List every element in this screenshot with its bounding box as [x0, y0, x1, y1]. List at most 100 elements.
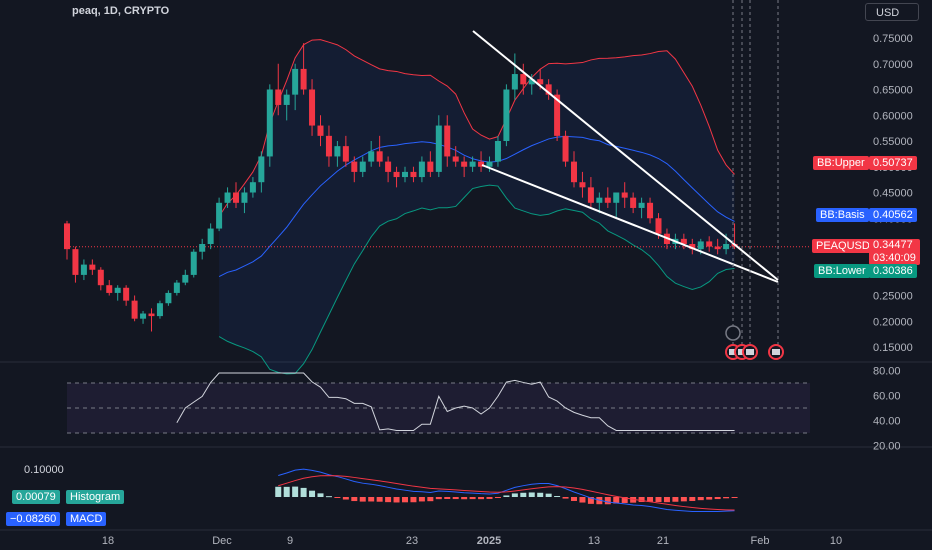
macd-histogram-bar: [528, 492, 535, 497]
flag-icon: [729, 349, 737, 355]
macd-histogram-bar: [309, 490, 316, 497]
candle-body: [359, 161, 366, 172]
candle-body: [258, 156, 265, 183]
macd-histogram-bar: [680, 497, 687, 502]
macd-histogram-bar: [562, 497, 569, 499]
lightning-icon: [725, 325, 741, 341]
macd-histogram-bar: [461, 497, 468, 500]
candle-body: [342, 146, 349, 162]
macd-histogram-bar: [427, 497, 434, 502]
candle-body: [680, 238, 687, 244]
macd-histogram-bar: [317, 493, 324, 497]
candle-body: [537, 79, 544, 85]
bb-upper-label: BB:Upper: [817, 157, 865, 169]
macd-line: [278, 468, 735, 513]
candle-body: [376, 151, 383, 162]
candle-body: [613, 192, 620, 203]
macd-histogram-bar: [342, 497, 349, 500]
candle-body: [402, 171, 408, 178]
macd-histogram-bar: [655, 497, 662, 502]
macd-histogram-bar: [630, 497, 637, 503]
candle-body: [275, 89, 282, 105]
macd-histogram-bar: [672, 497, 679, 502]
macd-signal-line: [278, 475, 735, 511]
candle-body: [638, 202, 645, 208]
macd-histogram-bar: [300, 487, 307, 497]
candle-body: [233, 192, 239, 203]
price-symbol-label: PEAQUSD: [816, 240, 870, 252]
macd-histogram-bar: [385, 497, 392, 503]
price-countdown: 03:40:09: [873, 252, 916, 264]
candle-body: [655, 218, 662, 234]
candle-body: [325, 135, 332, 157]
candle-body: [714, 246, 721, 250]
macd-histogram-bar: [621, 497, 628, 503]
candle-body: [385, 161, 392, 172]
candle-body: [452, 156, 459, 162]
candle-body: [165, 292, 172, 304]
candle-body: [554, 94, 561, 136]
histogram-label-tag: Histogram: [66, 490, 125, 504]
bb-basis-value: 0.40562: [869, 208, 917, 222]
candle-body: [587, 187, 594, 203]
trendline-upper: [472, 30, 779, 281]
time-axis-label: 23: [406, 535, 418, 547]
macd-histogram-bar: [638, 497, 645, 502]
macd-histogram-bar: [402, 497, 408, 503]
candle-body: [368, 151, 375, 162]
candle-body: [123, 287, 130, 301]
time-axis-label: 21: [657, 535, 669, 547]
candle-body: [249, 182, 256, 193]
candle-body: [300, 68, 307, 90]
macd-histogram-bar: [537, 492, 544, 497]
candle-body: [393, 171, 400, 178]
candle-body: [410, 171, 417, 178]
bb-upper-line: [218, 39, 735, 217]
price-axis-label: 0.60000: [873, 110, 913, 122]
currency-selector[interactable]: USD: [865, 3, 919, 21]
macd-histogram-bar: [393, 497, 400, 503]
bb-lower-tag: BB:Lower: [814, 264, 870, 278]
macd-histogram-bar: [723, 497, 730, 499]
macd-histogram-bar: [452, 497, 459, 500]
price-value-tag: 0.34477 03:40:09: [869, 239, 920, 265]
bb-basis-line: [218, 135, 735, 277]
macd-histogram-bar: [663, 497, 670, 503]
candle-body: [697, 241, 704, 250]
candle-body: [706, 241, 713, 247]
histogram-value-tag: 0.00079: [12, 490, 60, 504]
candle-body: [469, 161, 476, 167]
macd-histogram-bar: [579, 497, 586, 503]
candle-body: [562, 135, 569, 162]
candle-body: [283, 94, 290, 105]
histogram-value-text: 0.00079: [16, 491, 56, 503]
price-axis-label: 0.75000: [873, 33, 913, 45]
time-axis-label: 9: [287, 535, 293, 547]
rsi-axis-label: 60.00: [873, 391, 901, 403]
time-axis-label: Dec: [212, 535, 232, 547]
candle-body: [241, 192, 248, 203]
macd-scale-label: 0.10000: [24, 464, 64, 476]
macd-histogram-bar: [587, 497, 594, 504]
candle-body: [579, 182, 586, 188]
macd-label-text: MACD: [70, 513, 103, 525]
macd-histogram-bar: [444, 497, 451, 500]
bb-basis-label: BB:Basis: [820, 209, 865, 221]
candle-body: [461, 161, 468, 167]
candle-body: [418, 161, 425, 178]
candle-body: [199, 244, 206, 252]
macd-histogram-bar: [376, 497, 383, 502]
price-axis-label: 0.20000: [873, 316, 913, 328]
rsi-axis-label: 40.00: [873, 416, 901, 428]
macd-histogram-bar: [351, 497, 358, 502]
bb-basis-value-text: 0.40562: [873, 209, 913, 221]
macd-histogram-bar: [613, 497, 620, 504]
macd-histogram-bar: [647, 497, 654, 502]
candle-body: [427, 161, 434, 172]
bb-upper-tag: BB:Upper: [813, 156, 869, 170]
candle-body: [520, 74, 527, 85]
candle-body: [334, 146, 341, 157]
price-value-text: 0.34477: [873, 239, 913, 251]
rsi-axis-label: 80.00: [873, 366, 901, 378]
